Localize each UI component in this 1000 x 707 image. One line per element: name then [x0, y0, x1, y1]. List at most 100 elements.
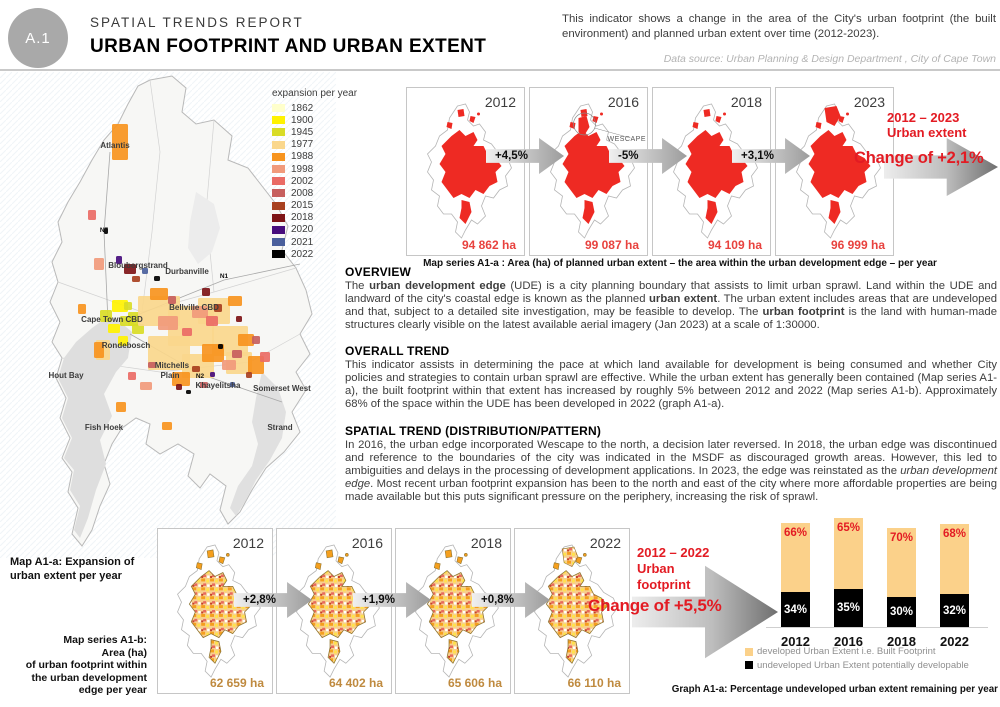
indicator-description: This indicator shows a change in the are…: [562, 13, 996, 40]
expansion-patch: [192, 306, 208, 318]
developed-segment: 65%: [834, 518, 863, 589]
chart-year-label: 2022: [940, 634, 969, 649]
map-place-label: Hout Bay: [48, 371, 84, 380]
chart-bar-column: 70% 30% 2018: [887, 528, 916, 649]
stacked-bar: 65% 35%: [834, 518, 863, 627]
section-paragraph-spatial-trend: In 2016, the urban edge incorporated Wes…: [345, 439, 997, 504]
expansion-patch: [222, 360, 236, 370]
legend-year: 2015: [291, 200, 314, 212]
extent-map-2016: [550, 103, 635, 239]
legend-item: 2018: [272, 212, 362, 224]
chart-x-axis: [766, 627, 988, 628]
header-divider: [0, 69, 1000, 71]
extent-panel-2023: 2023 96 999 ha: [775, 87, 894, 256]
extent-change-arrow-1: +4,5%: [486, 138, 564, 174]
map-place-label: Somerset West: [253, 384, 311, 393]
footprint-change-arrow-3: +0,8%: [472, 582, 550, 618]
developed-segment: 70%: [887, 528, 916, 597]
extent-summary-change: Change of +2,1%: [854, 149, 984, 167]
expansion-patch: [210, 372, 215, 377]
legend-year: 1945: [291, 126, 314, 138]
map-a1a-caption: Map A1-a: Expansion of urban extent per …: [10, 556, 135, 582]
legend-swatch: [272, 128, 285, 137]
map-series-a1b-caption: Map series A1-b: Area (ha) of urban foot…: [25, 634, 147, 697]
expansion-patch: [176, 384, 182, 390]
expansion-patch: [100, 310, 112, 322]
expansion-patch: [124, 264, 136, 274]
section-heading-overview: OVERVIEW: [345, 265, 412, 279]
expansion-patch: [112, 124, 128, 160]
expansion-patch: [202, 288, 210, 296]
expansion-patch: [124, 302, 132, 310]
undeveloped-segment: 30%: [887, 597, 916, 627]
undeveloped-extent-chart: 66% 34% 2012 65% 35% 2016 70% 30% 2018 68% 32% 2022: [781, 517, 971, 649]
footprint-summary-label2: footprint: [637, 577, 691, 592]
extent-summary-period: 2012 – 2023: [887, 110, 960, 125]
text-segment: The: [345, 280, 370, 292]
chart-year-label: 2016: [834, 634, 863, 649]
map-road-label: N2: [196, 373, 205, 380]
extent-change-label: +4,5%: [495, 150, 528, 162]
extent-panel-2012: 2012 94 862 ha: [406, 87, 525, 256]
text-segment: urban development edge: [345, 465, 997, 490]
developed-segment: 66%: [781, 523, 810, 592]
indicator-badge: A.1: [8, 8, 68, 68]
expansion-patch: [148, 336, 190, 370]
footprint-panel-2012: 2012 62 659 ha: [157, 528, 273, 694]
stacked-bar: 68% 32%: [940, 524, 969, 627]
legend-item: 1998: [272, 163, 362, 175]
extent-panel-2018: 2018 94 109 ha: [652, 87, 771, 256]
legend-item: 1988: [272, 151, 362, 163]
expansion-patch: [206, 316, 218, 326]
stacked-bar: 66% 34%: [781, 523, 810, 627]
chart-legend-item: undeveloped Urban Extent potentially dev…: [745, 660, 1000, 671]
chart-year-label: 2012: [781, 634, 810, 649]
expansion-patch: [168, 296, 176, 304]
legend-swatch: [272, 189, 285, 198]
mountain-shading: [58, 192, 286, 538]
panel-year: 2016: [351, 535, 383, 551]
developed-segment: 68%: [940, 524, 969, 594]
panel-area: 99 087 ha: [584, 238, 639, 252]
legend-swatch: [272, 213, 285, 222]
expansion-patch: [128, 372, 136, 380]
data-source: Data source: Urban Planning & Design Dep…: [663, 53, 996, 65]
legend-swatch: [272, 225, 285, 234]
panel-area: 65 606 ha: [447, 676, 502, 690]
expansion-patches: [78, 124, 270, 430]
extent-change-label: +3,1%: [741, 150, 774, 162]
legend-year: 1977: [291, 139, 314, 151]
extent-summary-label: Urban extent: [887, 125, 967, 140]
panel-area: 66 110 ha: [567, 676, 621, 690]
stacked-bar: 70% 30%: [887, 528, 916, 627]
panel-area: 96 999 ha: [830, 238, 885, 252]
legend-swatch: [272, 177, 285, 186]
chart-legend-label: developed Urban Extent i.e. Built Footpr…: [757, 646, 936, 657]
expansion-patch: [158, 316, 178, 330]
legend-item: 2020: [272, 224, 362, 236]
panel-area: 62 659 ha: [209, 676, 264, 690]
footprint-change-label: +2,8%: [243, 594, 276, 606]
legend-item: 1945: [272, 126, 362, 138]
map-place-label: Bellville CBD: [169, 303, 219, 312]
text-segment: (UDE) is a city planning boundary that a…: [345, 280, 997, 305]
expansion-patch: [132, 276, 140, 282]
legend-item: 2015: [272, 200, 362, 212]
footprint-panel-2016: 2016 64 402 ha: [276, 528, 392, 694]
expansion-patch: [192, 366, 200, 372]
legend-year: 2018: [291, 212, 314, 224]
footprint-change-label: +1,9%: [362, 594, 395, 606]
legend-item: 2022: [272, 248, 362, 260]
text-segment: In 2016, the urban edge incorporated Wes…: [345, 439, 997, 477]
legend-year: 2002: [291, 175, 314, 187]
map-place-label: Cape Town CBD: [81, 315, 143, 324]
wescape-pointer: [594, 127, 631, 139]
legend-swatch: [272, 116, 285, 125]
legend-item: 2021: [272, 236, 362, 248]
legend-swatch: [272, 165, 285, 174]
extent-change-label: -5%: [618, 150, 639, 162]
expansion-patch: [118, 336, 128, 346]
expansion-legend: expansion per year 1862 1900 1945 1977 1988 1…: [272, 88, 362, 260]
